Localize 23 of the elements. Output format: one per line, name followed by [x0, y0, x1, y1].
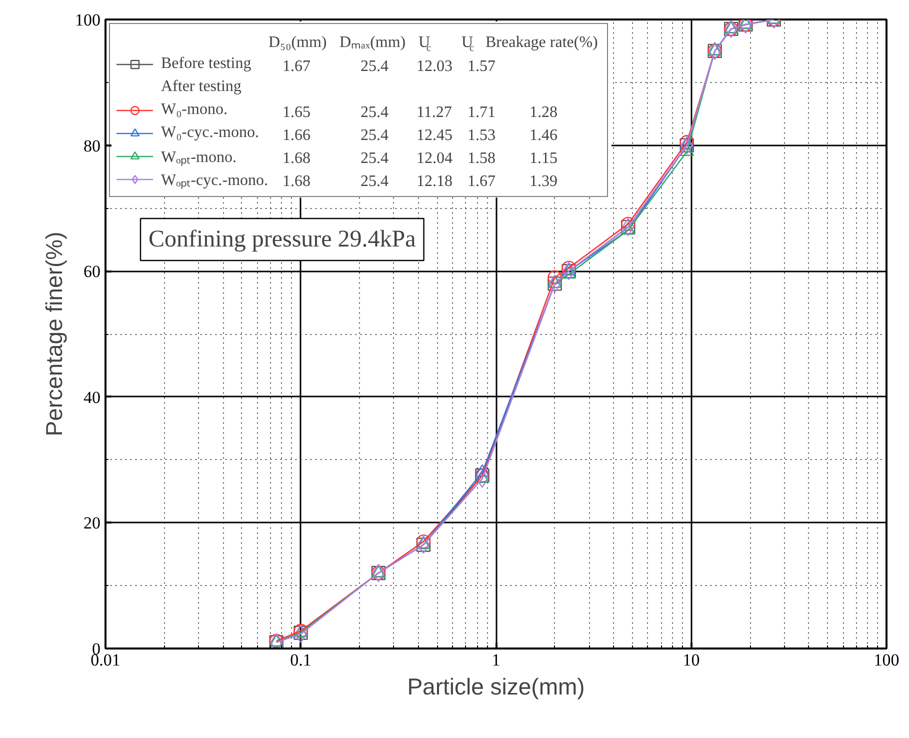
y-tick-label: 40: [84, 388, 100, 407]
x-tick-label: 100: [874, 650, 900, 670]
y-tick-label: 80: [84, 136, 100, 156]
y-tick-label: 60: [84, 262, 100, 282]
legend-label: Wₒₚₜ-cyc.-mono.: [161, 172, 268, 189]
y-tick-label: 100: [75, 10, 100, 30]
legend-label: W₀-cyc.-mono.: [161, 124, 259, 141]
legend-label: Before testing: [161, 55, 252, 72]
x-tick-label: 0.1: [290, 650, 312, 670]
x-tick-label: 10: [682, 650, 700, 670]
text: 1.67 25.4 12.03 1.57: [282, 58, 496, 75]
text: 1.68 25.4 12.04 1.58 1.15: [282, 150, 558, 167]
x-axis-title: Particle size(mm): [407, 674, 585, 700]
text: 1.65 25.4 11.27 1.71 1.28: [282, 104, 558, 121]
text: 1.66 25.4 12.45 1.53 1.46: [282, 127, 558, 144]
y-axis-title: Percentage finer(%): [41, 232, 67, 436]
annotation: Confining pressure 29.4kPa: [148, 226, 416, 252]
annotation: After testing: [161, 77, 242, 97]
x-tick-label: 1: [492, 650, 500, 670]
y-tick-label: 20: [84, 514, 100, 533]
legend-label: W₀-mono.: [161, 101, 228, 118]
text: 1.68 25.4 12.18 1.67 1.39: [282, 173, 558, 190]
legend-label: Wₒₚₜ-mono.: [161, 149, 236, 166]
